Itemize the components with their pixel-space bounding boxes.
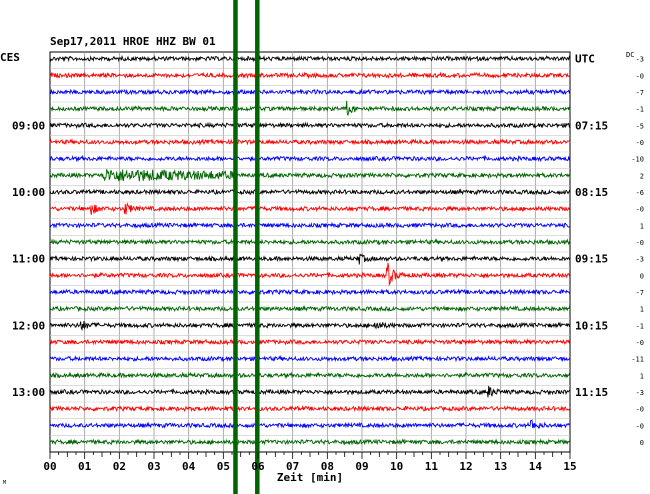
trace-row-15: [49, 304, 571, 313]
x-tick-label: 04: [182, 460, 196, 473]
dc-offset-value: -0: [636, 72, 644, 80]
x-tick-label: 05: [217, 460, 230, 473]
left-time-label: 12:00: [12, 319, 45, 332]
x-tick-label: 11: [425, 460, 439, 473]
trace-row-4: [49, 121, 571, 130]
trace-row-18: [49, 354, 571, 363]
right-time-label: 07:15: [575, 119, 608, 132]
trace-row-9: [49, 202, 570, 215]
trace-row-7: [49, 169, 571, 182]
dc-offset-value: -7: [636, 89, 644, 97]
left-time-label: 11:00: [12, 253, 45, 266]
dc-offset-value: 2: [640, 172, 644, 180]
x-tick-label: 06: [251, 460, 265, 473]
trace-row-13: [49, 262, 571, 287]
x-tick-label: 03: [147, 460, 160, 473]
trace-row-17: [49, 338, 571, 346]
trace-rows: [49, 54, 571, 446]
plot-grid: [49, 51, 571, 453]
left-time-label: 13:00: [12, 386, 45, 399]
right-time-label: 09:15: [575, 253, 608, 266]
x-tick-label: 08: [321, 460, 334, 473]
right-time-label: UTC: [575, 53, 595, 66]
dc-offset-value: -11: [631, 356, 644, 364]
trace-row-14: [49, 288, 571, 296]
x-tick-label: 15: [563, 460, 576, 473]
x-tick-label: 00: [43, 460, 56, 473]
dc-offset-value: -0: [636, 422, 644, 430]
dc-offset-value: -5: [636, 122, 644, 130]
dc-header-label: DC: [626, 51, 634, 59]
dc-offset-value: 1: [640, 222, 644, 230]
dc-offset-value: -10: [631, 156, 644, 164]
dc-offset-value: -3: [636, 389, 644, 397]
trace-row-6: [49, 154, 571, 163]
trace-row-22: [49, 419, 571, 429]
trace-row-16: [49, 320, 571, 332]
trace-row-8: [49, 188, 571, 196]
left-corner-label: CES: [0, 51, 20, 64]
dc-offset-value: -0: [636, 339, 644, 347]
dc-offset-value: -0: [636, 139, 644, 147]
dc-offset-value: -0: [636, 239, 644, 247]
dc-offset-values: -3 -0 -7 -1 -5 -0 -10 2 -6 -0 1 -0 -3 0 -7 1 -1 -0 -11 1 -3 -…: [631, 56, 644, 447]
dc-offset-value: -0: [636, 206, 644, 214]
dc-offset-value: -7: [636, 289, 644, 297]
trace-row-23: [49, 438, 571, 446]
chart-title: Sep17,2011 HROE HHZ BW 01: [50, 35, 216, 48]
x-tick-label: 14: [529, 460, 543, 473]
trace-row-10: [49, 221, 571, 230]
trace-row-1: [49, 71, 571, 80]
x-tick-label: 10: [390, 460, 403, 473]
x-axis-label: Zeit [min]: [277, 471, 343, 484]
x-tick-label: 01: [78, 460, 92, 473]
left-time-label: 09:00: [12, 119, 45, 132]
dc-offset-value: -3: [636, 256, 644, 264]
trace-row-21: [49, 404, 571, 413]
dc-offset-value: 0: [640, 272, 644, 280]
left-time-label: 10:00: [12, 186, 45, 199]
trace-row-2: [49, 88, 571, 96]
trace-row-0: [49, 54, 571, 63]
right-time-label: 08:15: [575, 186, 608, 199]
x-tick-label: 02: [113, 460, 126, 473]
trace-row-11: [49, 238, 571, 246]
trace-row-12: [49, 253, 571, 265]
dc-offset-value: -1: [636, 106, 644, 114]
footer-mark: M: [3, 480, 6, 486]
trace-row-5: [49, 138, 571, 147]
dc-offset-value: 1: [640, 372, 644, 380]
trace-row-19: [49, 371, 571, 379]
dc-offset-value: -0: [636, 406, 644, 414]
x-tick-label: 12: [459, 460, 472, 473]
dc-offset-value: -3: [636, 56, 644, 64]
right-time-labels: UTC 07:15 08:15 09:15 10:15 11:15: [575, 53, 608, 399]
dc-offset-value: -6: [636, 189, 644, 197]
right-time-label: 11:15: [575, 386, 608, 399]
right-time-label: 10:15: [575, 319, 608, 332]
trace-row-3: [49, 100, 571, 117]
x-tick-label: 09: [355, 460, 368, 473]
dc-offset-value: -1: [636, 322, 644, 330]
dc-offset-value: 1: [640, 306, 644, 314]
time-markers: [233, 0, 260, 494]
left-time-labels: 09:00 10:00 11:00 12:00 13:00: [12, 119, 45, 399]
x-tick-label: 07: [286, 460, 299, 473]
trace-row-20: [49, 385, 571, 398]
dc-offset-value: 0: [640, 439, 644, 447]
x-axis: 00 01 02 03 04 05 06 07 08 09 10 11 12 13 14 15: [43, 452, 577, 473]
x-tick-label: 13: [494, 460, 507, 473]
